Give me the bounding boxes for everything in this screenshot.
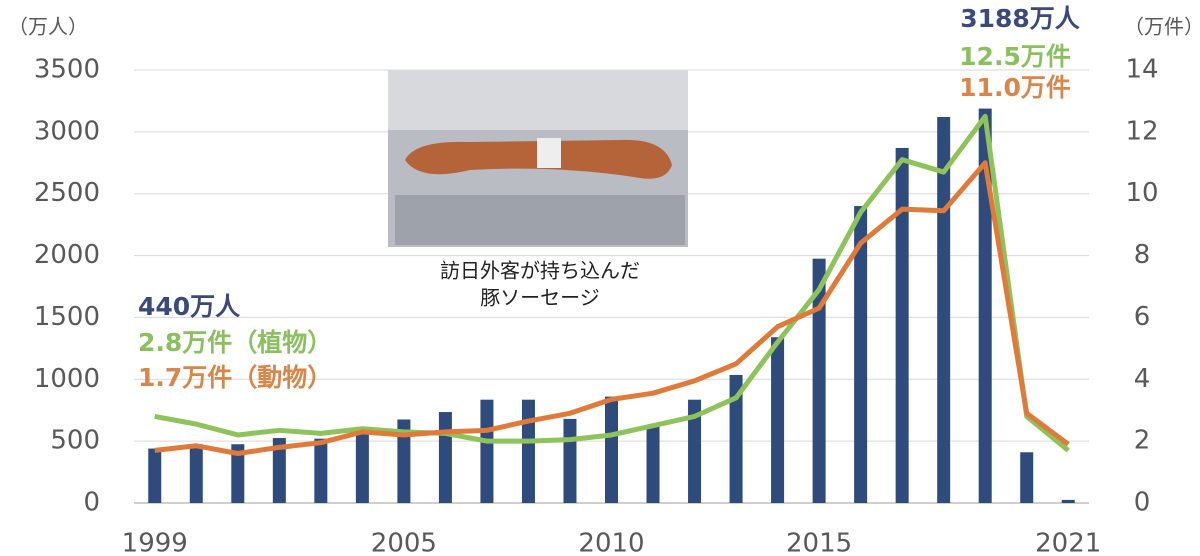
bar xyxy=(605,396,618,503)
annotation: 11.0万件 xyxy=(959,73,1071,102)
bar xyxy=(189,444,203,503)
y-tick-label: 2500 xyxy=(34,178,100,208)
y-tick-label: 3000 xyxy=(34,116,100,146)
y2-tick-label: 12 xyxy=(1125,116,1158,146)
bar xyxy=(314,438,328,503)
bar xyxy=(854,206,868,504)
y-tick-label: 1500 xyxy=(34,302,100,332)
bar xyxy=(771,337,785,503)
bar xyxy=(148,448,162,503)
bar xyxy=(978,108,992,504)
y-unit-label: （万人） xyxy=(8,15,88,39)
photo xyxy=(388,70,688,247)
photo-tray xyxy=(395,195,685,245)
bar xyxy=(646,426,660,503)
y2-tick-label: 2 xyxy=(1134,426,1151,456)
y2-tick-label: 10 xyxy=(1125,178,1158,208)
annotation: 2.8万件（植物） xyxy=(138,328,332,357)
bar xyxy=(688,399,702,503)
sausage-tag xyxy=(537,138,561,168)
bar xyxy=(895,147,909,503)
annotation: 12.5万件 xyxy=(959,42,1071,71)
x-tick-label: 1999 xyxy=(122,529,188,556)
bar xyxy=(729,374,743,503)
y2-unit-label: （万件） xyxy=(1124,15,1200,39)
line xyxy=(154,113,1070,453)
y-tick-label: 2000 xyxy=(34,240,100,270)
bar xyxy=(355,426,369,503)
bar xyxy=(812,258,826,503)
y2-tick-label: 0 xyxy=(1134,488,1151,518)
annotation: 440万人 xyxy=(138,292,240,321)
x-tick-label: 2010 xyxy=(578,529,644,556)
annotation: 1.7万件（動物） xyxy=(138,363,332,392)
bar xyxy=(563,418,577,503)
y2-tick-label: 8 xyxy=(1134,240,1151,270)
bar xyxy=(937,117,951,504)
x-tick-label: 2015 xyxy=(786,529,852,556)
y2-tick-label: 14 xyxy=(1125,55,1158,85)
y-tick-label: 0 xyxy=(83,488,100,518)
y-tick-label: 3500 xyxy=(34,55,100,85)
bar xyxy=(1020,452,1034,503)
photo-caption: 豚ソーセージ xyxy=(480,286,600,310)
plot: 0 500 1000 1500 2000 2500 3000 3500 0 2 4 6 8 10 12 14 1… xyxy=(34,4,1159,556)
y-tick-label: 1000 xyxy=(34,364,100,394)
y2-tick-label: 6 xyxy=(1134,302,1151,332)
bar xyxy=(231,444,245,503)
bar xyxy=(397,419,411,503)
x-tick-label: 2005 xyxy=(371,529,437,556)
line xyxy=(154,160,1070,457)
y-tick-label: 500 xyxy=(50,426,100,456)
bar xyxy=(438,412,452,503)
bar xyxy=(521,399,535,503)
photo-wall xyxy=(388,70,688,130)
photo-caption: 訪日外客が持ち込んだ xyxy=(440,259,640,283)
bar xyxy=(1061,499,1075,503)
bar xyxy=(272,438,286,503)
x-tick-label: 2021 xyxy=(1035,529,1101,556)
bar xyxy=(480,399,494,503)
y2-tick-label: 4 xyxy=(1134,364,1151,394)
annotation: 3188万人 xyxy=(960,4,1080,33)
